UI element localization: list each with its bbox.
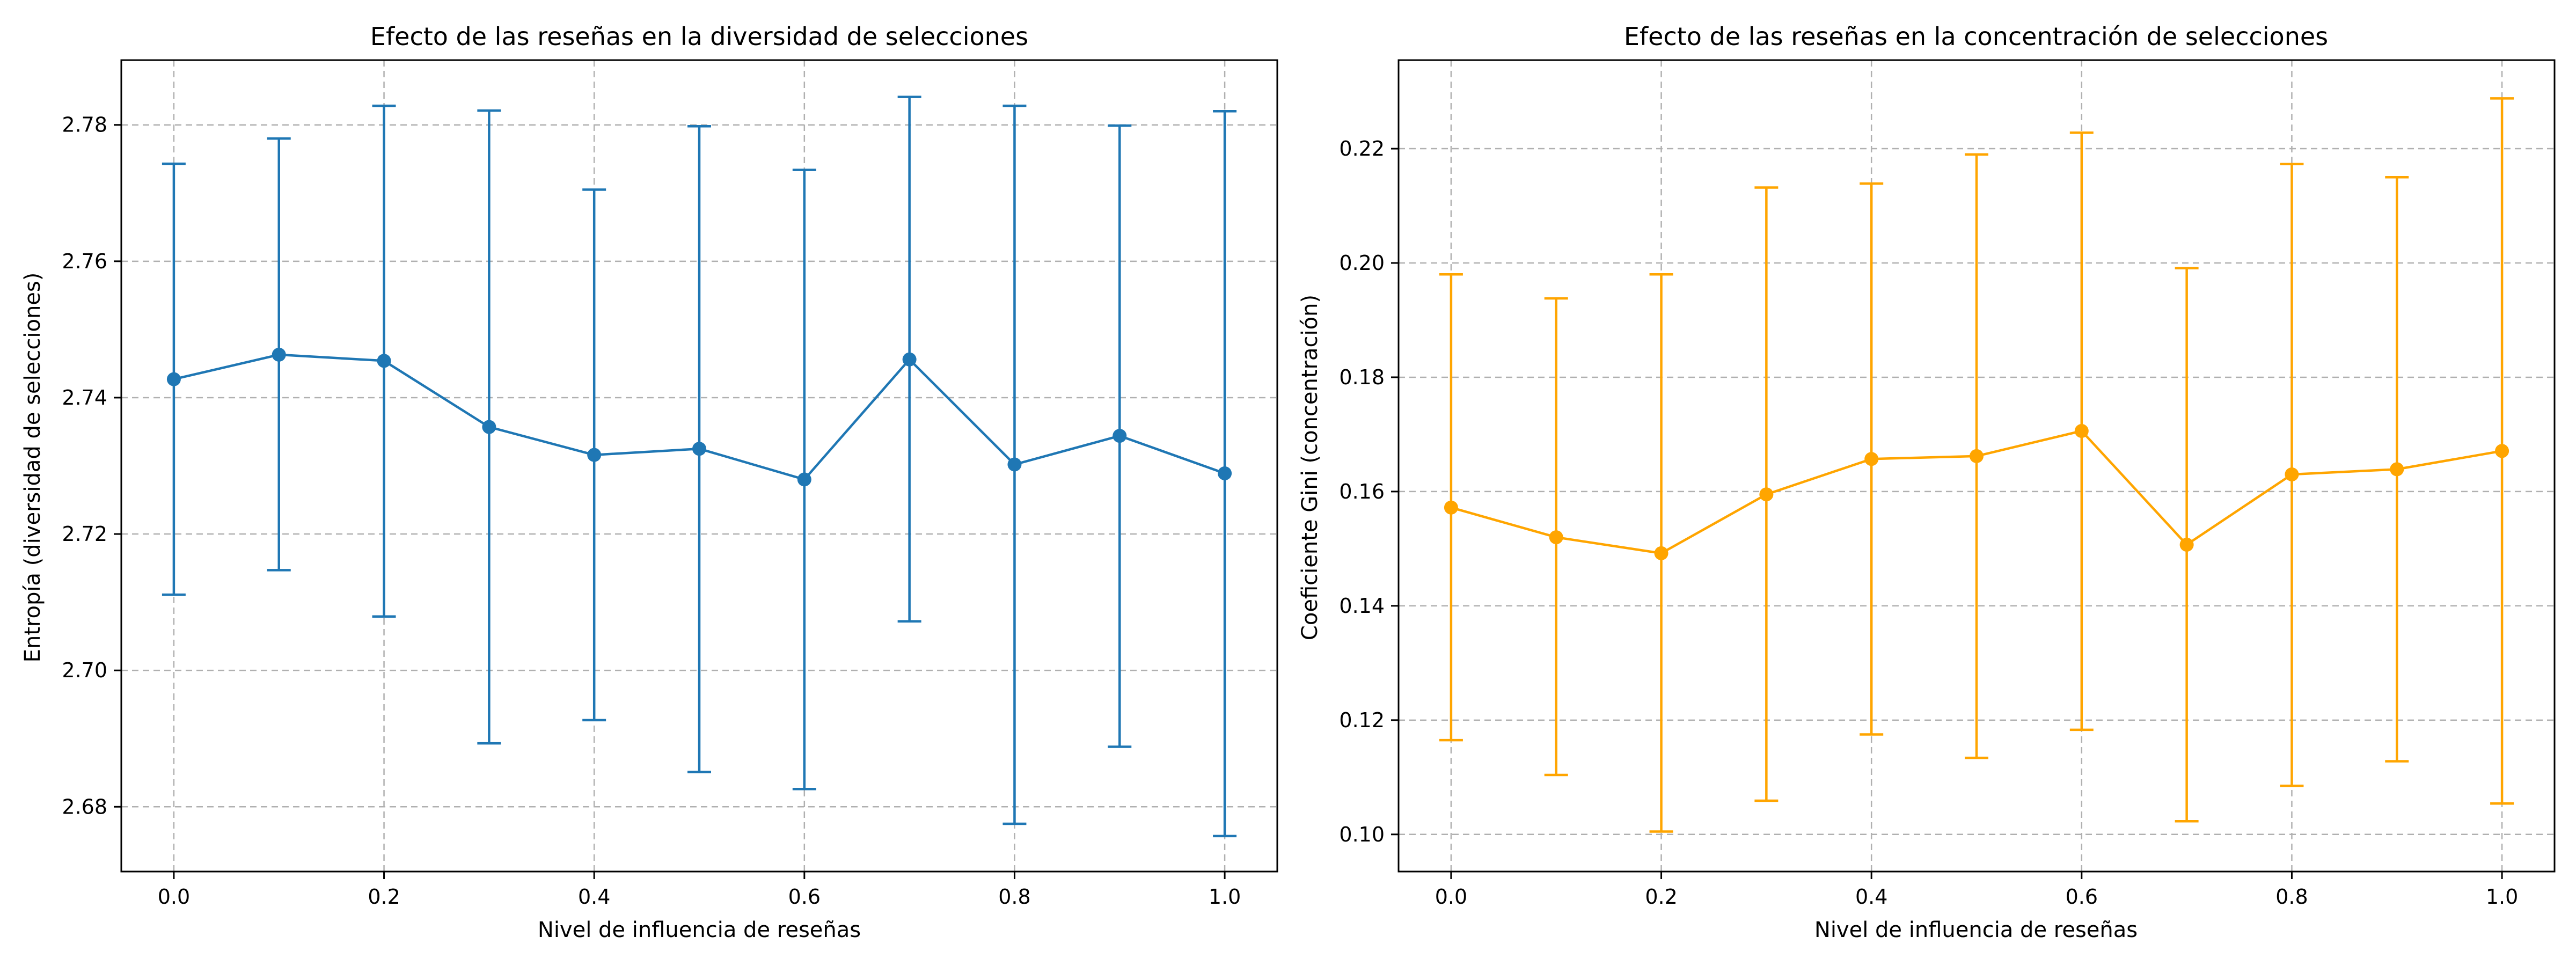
x-tick-label: 0.6 <box>788 885 821 909</box>
plot-frame <box>120 59 1278 873</box>
chart-title: Efecto de las reseñas en la concentració… <box>1624 22 2328 51</box>
x-tick-label: 0.2 <box>368 885 400 909</box>
y-tick-label: 2.74 <box>62 386 107 409</box>
y-tick-label: 2.68 <box>62 795 107 818</box>
data-point <box>166 372 181 386</box>
plot-frame <box>1397 59 2556 873</box>
data-point <box>1007 457 1022 472</box>
x-tick-label: 0.8 <box>998 885 1030 909</box>
axis-ticks: 0.0 0.2 0.4 0.6 0.8 1.0 0.10 0.12 0.14 0.16 0.18 0.… <box>1339 137 2518 909</box>
data-point <box>902 352 917 367</box>
data-point <box>2495 444 2509 458</box>
data-point <box>2074 424 2089 438</box>
chart-title: Efecto de las reseñas en la diversidad d… <box>370 22 1028 51</box>
data-point <box>1549 530 1563 545</box>
data-point <box>1444 500 1458 515</box>
series <box>162 96 1237 838</box>
data-point <box>587 448 602 462</box>
axis-ticks: 0.0 0.2 0.4 0.6 0.8 1.0 2.68 2.70 2.72 2.74 2.76 2.… <box>62 113 1241 909</box>
x-tick-label: 0.2 <box>1645 885 1677 909</box>
y-tick-label: 0.14 <box>1339 594 1385 618</box>
data-point <box>797 472 811 487</box>
x-tick-label: 1.0 <box>1209 885 1241 909</box>
y-tick-label: 0.22 <box>1339 137 1385 160</box>
y-tick-label: 0.16 <box>1339 480 1385 503</box>
y-tick-label: 2.78 <box>62 113 107 137</box>
data-point <box>1970 449 1984 463</box>
data-point <box>2179 537 2194 552</box>
y-tick-label: 2.72 <box>62 522 107 546</box>
y-tick-label: 0.18 <box>1339 365 1385 389</box>
x-tick-label: 0.6 <box>2066 885 2098 909</box>
data-point <box>272 347 286 362</box>
y-tick-label: 0.12 <box>1339 708 1385 732</box>
data-point <box>1654 546 1668 560</box>
data-point <box>1759 487 1774 502</box>
y-tick-label: 2.76 <box>62 250 107 273</box>
data-point <box>1218 466 1232 480</box>
x-axis-label: Nivel de influencia de reseñas <box>538 918 861 942</box>
data-point <box>377 354 391 368</box>
data-point <box>1113 429 1127 443</box>
y-tick-label: 0.20 <box>1339 251 1385 275</box>
y-tick-label: 2.70 <box>62 658 107 682</box>
series <box>1439 97 2514 833</box>
x-axis-label: Nivel de influencia de reseñas <box>1814 918 2138 942</box>
x-tick-label: 0.4 <box>1855 885 1887 909</box>
data-point <box>2390 462 2404 477</box>
data-point <box>1864 452 1879 466</box>
y-axis-label: Coeficiente Gini (concentración) <box>1298 295 1322 640</box>
y-tick-label: 0.10 <box>1339 823 1385 846</box>
x-tick-label: 0.0 <box>1435 885 1467 909</box>
data-point <box>482 420 496 434</box>
data-point <box>2285 467 2299 481</box>
diversity-chart: Efecto de las reseñas en la diversidad d… <box>20 22 1278 942</box>
x-tick-label: 0.8 <box>2275 885 2308 909</box>
data-point <box>692 442 706 456</box>
x-tick-label: 0.4 <box>578 885 610 909</box>
x-tick-label: 1.0 <box>2486 885 2518 909</box>
y-axis-label: Entropía (diversidad de selecciones) <box>20 273 45 663</box>
concentration-chart: Efecto de las reseñas en la concentració… <box>1298 22 2556 942</box>
x-tick-label: 0.0 <box>158 885 190 909</box>
